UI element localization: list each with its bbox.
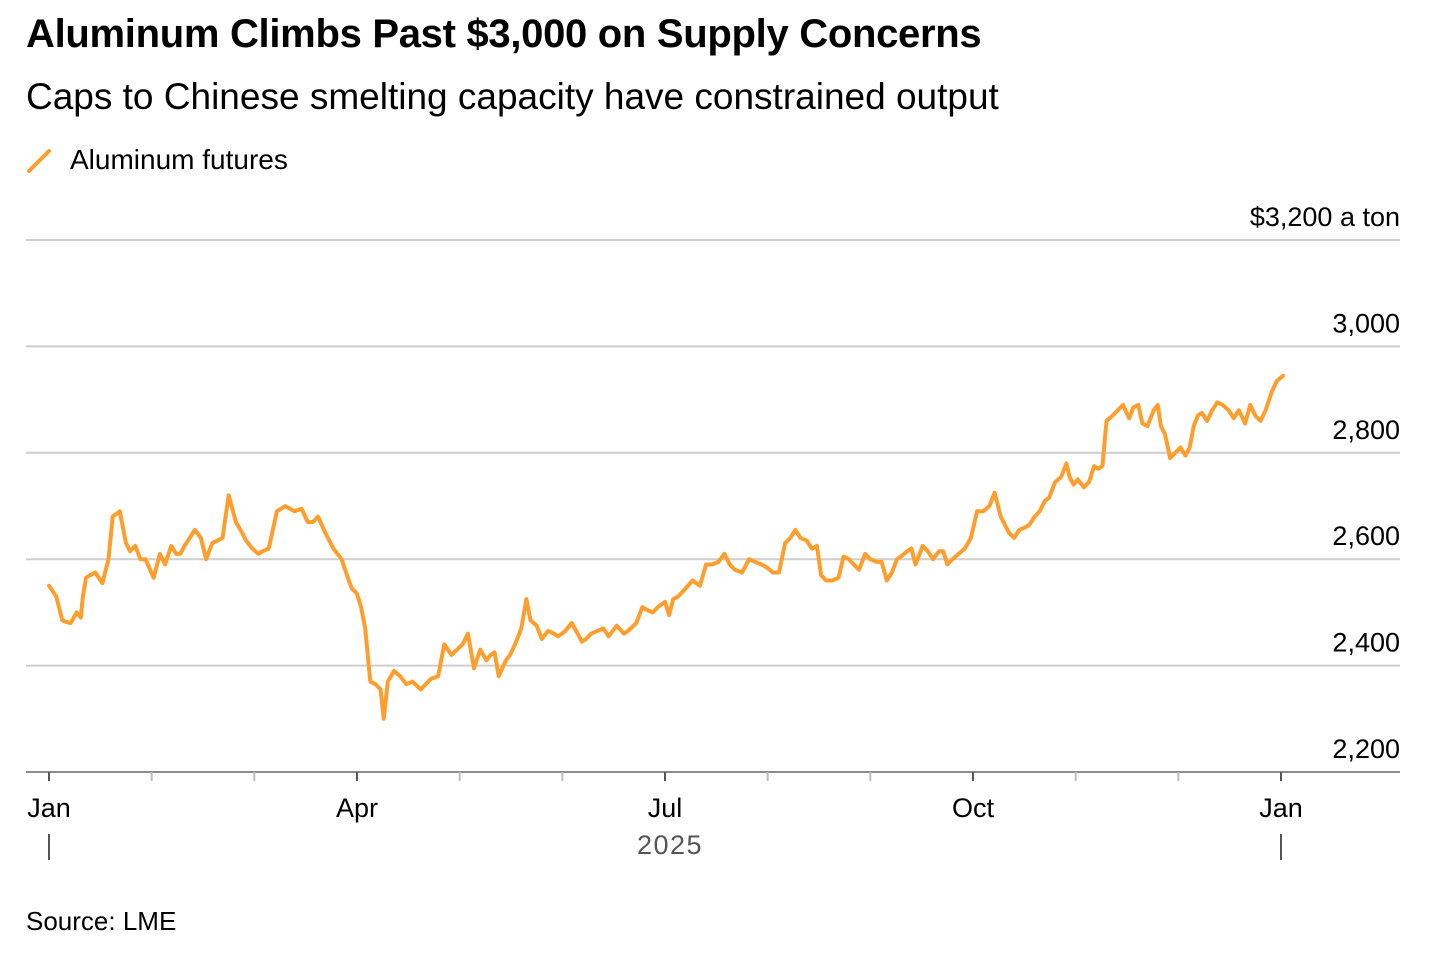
y-axis-labels: $3,200 a ton 3,000 2,800 2,600 2,400 2,200 bbox=[1250, 202, 1400, 764]
y-tick-label: 2,200 bbox=[1332, 734, 1400, 764]
x-axis-year-label: 2025 bbox=[637, 830, 703, 860]
x-tick-label: Jan bbox=[1259, 793, 1303, 823]
y-tick-label: 2,400 bbox=[1332, 628, 1400, 658]
x-tick-label: Oct bbox=[952, 793, 995, 823]
y-tick-label: 2,800 bbox=[1332, 415, 1400, 445]
x-tick-label: Apr bbox=[336, 793, 378, 823]
y-tick-label: $3,200 a ton bbox=[1250, 202, 1400, 232]
chart-subtitle: Caps to Chinese smelting capacity have c… bbox=[26, 76, 999, 117]
legend-swatch-icon bbox=[27, 149, 51, 173]
chart-title: Aluminum Climbs Past $3,000 on Supply Co… bbox=[26, 12, 982, 56]
series-layer bbox=[47, 373, 1286, 721]
x-axis: Jan Apr Jul Oct Jan 2025 bbox=[27, 772, 1303, 860]
x-tick-label: Jan bbox=[27, 793, 71, 823]
x-tick-label: Jul bbox=[648, 793, 683, 823]
y-tick-label: 3,000 bbox=[1332, 308, 1400, 338]
series-line-aluminum-futures bbox=[47, 373, 1286, 721]
legend: Aluminum futures bbox=[26, 140, 288, 180]
source-note: Source: LME bbox=[26, 906, 177, 936]
legend-label: Aluminum futures bbox=[70, 144, 288, 175]
y-tick-label: 2,600 bbox=[1332, 521, 1400, 551]
